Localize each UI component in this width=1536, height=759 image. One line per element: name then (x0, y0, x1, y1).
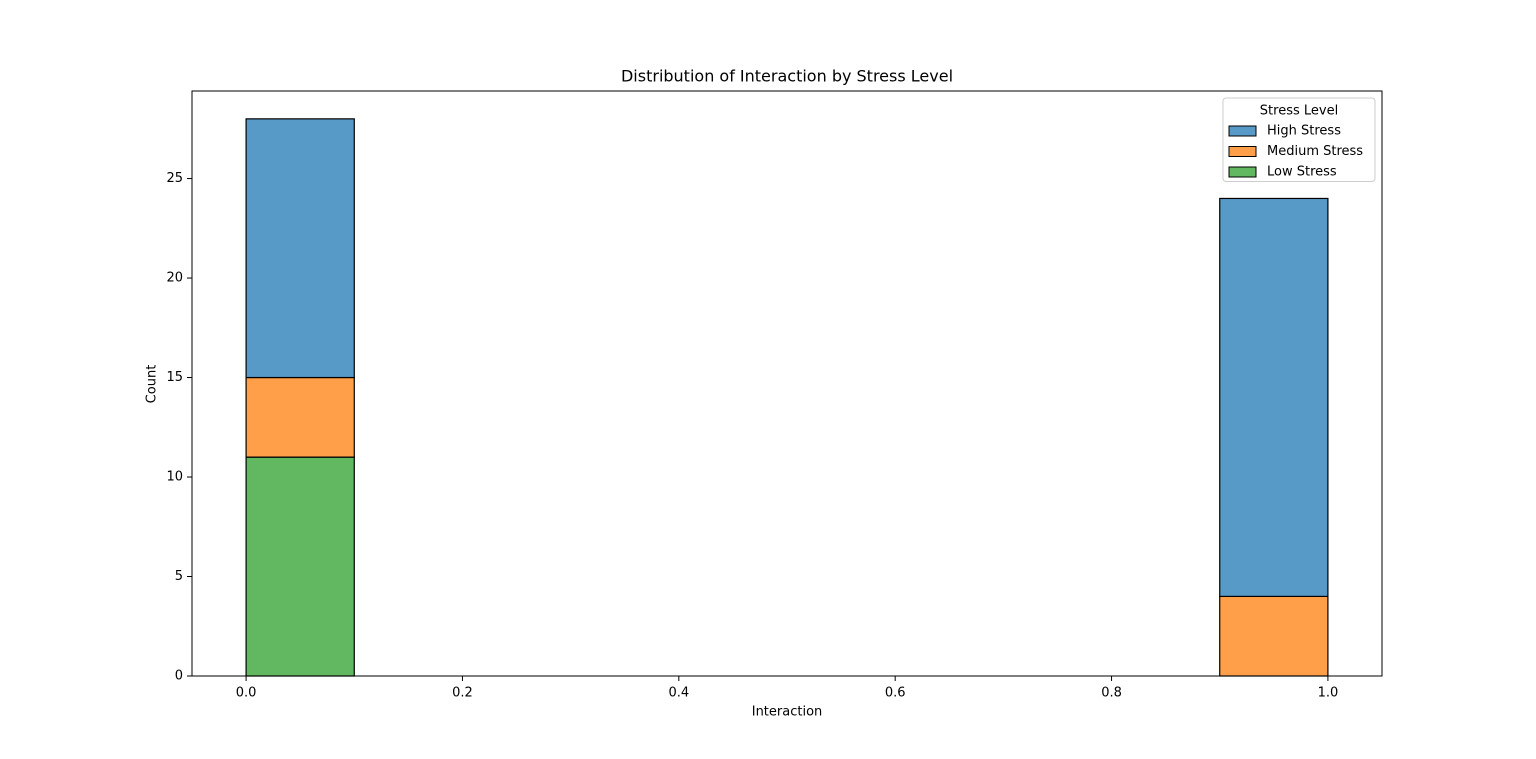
legend-swatch (1228, 146, 1257, 157)
chart-title: Distribution of Interaction by Stress Le… (621, 67, 953, 86)
legend-box (1222, 97, 1376, 182)
y-tick-label: 5 (175, 569, 183, 584)
y-tick-label: 25 (166, 171, 183, 186)
y-tick-label: 15 (166, 370, 183, 385)
legend-swatch (1228, 125, 1257, 137)
x-tick-label: 1.0 (1318, 686, 1339, 701)
x-axis-label: Interaction (752, 705, 823, 720)
x-tick-label: 0.4 (668, 686, 689, 701)
bar (245, 376, 355, 458)
y-tick-label: 20 (166, 271, 183, 286)
y-axis-label: Count (145, 365, 160, 404)
legend-label: Medium Stress (1267, 144, 1363, 159)
legend-title: Stress Level (1260, 104, 1338, 119)
plot-frame (191, 90, 1383, 677)
bar (1219, 595, 1329, 677)
x-tick-label: 0.2 (452, 686, 473, 701)
legend-label: Low Stress (1267, 165, 1337, 180)
legend-swatch (1228, 166, 1257, 178)
y-tick-label: 10 (166, 470, 183, 485)
legend-label: High Stress (1267, 124, 1341, 139)
y-tick-label: 0 (175, 669, 183, 684)
x-tick-label: 0.0 (236, 686, 257, 701)
bar (245, 118, 355, 379)
x-tick-label: 0.8 (1101, 686, 1122, 701)
x-tick-label: 0.6 (885, 686, 906, 701)
bar (245, 456, 355, 677)
bar (1219, 197, 1329, 598)
